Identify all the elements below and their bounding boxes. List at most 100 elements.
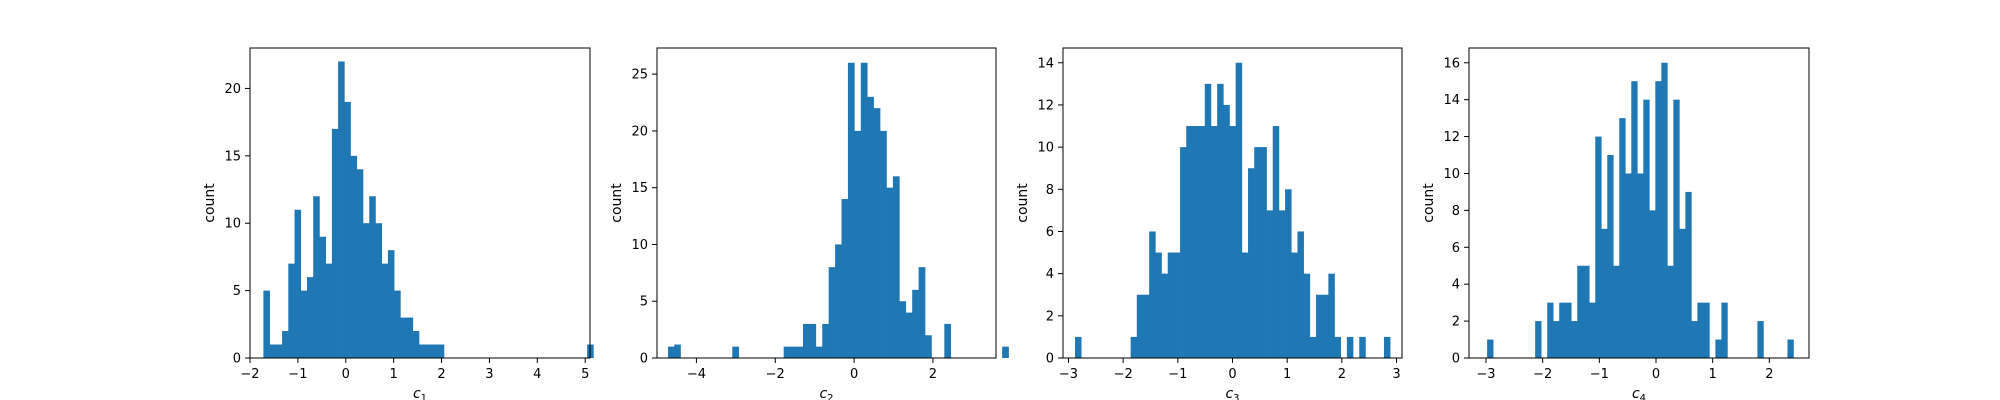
histogram-bar — [1583, 265, 1590, 358]
histogram-bar — [815, 346, 823, 358]
x-axis-label-subscript: 3 — [1233, 393, 1239, 400]
histogram-bar — [1309, 336, 1317, 358]
y-tick-label: 0 — [1452, 352, 1460, 367]
y-tick-label: 12 — [1443, 130, 1460, 145]
x-tick-label: 0 — [342, 367, 350, 382]
x-tick-label: 1 — [1709, 367, 1717, 382]
histogram-bar — [1589, 302, 1596, 358]
histogram-bar — [1161, 273, 1169, 358]
histogram-bar — [269, 344, 277, 358]
histogram-bar — [1487, 339, 1494, 358]
histogram-bar — [1210, 126, 1218, 358]
histogram-bar — [1559, 302, 1566, 358]
x-axis-label-subscript: 1 — [421, 393, 427, 400]
x-axis-label-subscript: 2 — [827, 393, 833, 400]
histogram-bar — [412, 331, 420, 358]
histogram-bar — [1383, 336, 1391, 358]
histogram-bar — [1180, 147, 1187, 358]
x-tick-label: 1 — [390, 367, 398, 382]
histogram-bar — [1643, 99, 1650, 359]
histogram-bar — [802, 323, 810, 358]
histogram-bar — [925, 335, 932, 358]
histogram-bar — [275, 344, 283, 358]
histogram-bar — [1198, 126, 1206, 358]
x-tick-label: −1 — [288, 367, 307, 382]
histogram-bar — [1535, 321, 1542, 358]
y-tick-label: 20 — [224, 82, 241, 97]
x-tick-label: −1 — [1590, 367, 1609, 382]
y-tick-label: 10 — [1443, 167, 1460, 182]
histogram-bar — [1655, 81, 1662, 359]
histogram-bar — [1577, 265, 1584, 358]
x-axis-label-variable: c — [1225, 386, 1233, 400]
histogram-bar — [338, 61, 345, 358]
y-tick-label: 14 — [1037, 56, 1054, 71]
histogram-bar — [288, 263, 295, 358]
histogram-bar — [912, 289, 919, 358]
x-axis-label-subscript: 4 — [1640, 393, 1646, 400]
y-axis-label: count — [202, 183, 218, 223]
histogram-bar — [873, 108, 881, 359]
x-tick-label: −3 — [1059, 367, 1078, 382]
histogram-bar — [1691, 321, 1698, 358]
histogram-bar — [263, 290, 270, 358]
histogram-bar — [854, 130, 862, 358]
histogram-bar — [1571, 321, 1578, 358]
histogram-bar — [1697, 302, 1704, 358]
histogram-bar — [1260, 147, 1267, 358]
histogram-bar — [431, 344, 439, 358]
y-tick-label: 2 — [1046, 309, 1054, 324]
histogram-bar — [1703, 302, 1710, 358]
histogram-bar — [1075, 336, 1082, 358]
histogram-bar — [1223, 104, 1230, 358]
x-tick-label: 1 — [1283, 367, 1291, 382]
histogram-bar — [1186, 126, 1193, 358]
y-tick-label: 2 — [1452, 315, 1460, 330]
x-tick-label: 2 — [1765, 367, 1773, 382]
y-tick-label: 8 — [1452, 204, 1460, 219]
histogram-bar — [319, 236, 326, 358]
histogram-bar — [674, 344, 681, 358]
y-tick-label: 15 — [224, 149, 241, 164]
y-tick-label: 12 — [1037, 98, 1054, 113]
histogram-bar — [387, 250, 395, 358]
histogram-bar — [1278, 210, 1286, 358]
histogram-bar — [419, 344, 426, 358]
y-tick-label: 16 — [1443, 56, 1460, 71]
histogram-bar — [369, 196, 376, 358]
histogram-bar — [356, 169, 364, 358]
y-tick-label: 6 — [1046, 225, 1054, 240]
x-axis-label: c3 — [1225, 386, 1239, 400]
x-tick-label: −2 — [1114, 367, 1133, 382]
histogram-bar — [905, 312, 913, 358]
histogram-bar — [1601, 228, 1608, 358]
histogram-bar — [1291, 252, 1298, 358]
histogram-bar — [835, 244, 842, 358]
histogram-bar — [1787, 339, 1794, 358]
y-tick-label: 10 — [1037, 141, 1054, 156]
histogram-bar — [892, 176, 900, 358]
histogram-bar — [331, 128, 339, 358]
histogram-bar — [1673, 99, 1680, 359]
histogram-bar — [1334, 336, 1342, 358]
x-axis-label-variable: c — [413, 386, 421, 400]
histogram-bar — [300, 290, 308, 358]
x-axis-label: c1 — [413, 386, 427, 400]
histogram-bar — [847, 62, 855, 358]
y-tick-label: 10 — [631, 238, 648, 253]
histogram-bar — [796, 346, 804, 358]
histogram-bar — [783, 346, 791, 358]
x-tick-label: 3 — [1392, 367, 1400, 382]
x-axis-label: c4 — [1632, 386, 1646, 400]
histogram-bar — [1167, 252, 1175, 358]
x-tick-label: 2 — [1338, 367, 1346, 382]
y-tick-label: 4 — [1046, 267, 1054, 282]
x-tick-label: 5 — [581, 367, 589, 382]
histogram-bar — [400, 317, 407, 358]
histogram-bar — [1136, 294, 1144, 358]
histogram-bar — [1229, 126, 1236, 358]
histogram-bar — [1547, 302, 1554, 358]
histogram-bar — [1328, 273, 1335, 358]
histogram-bar — [668, 346, 675, 358]
